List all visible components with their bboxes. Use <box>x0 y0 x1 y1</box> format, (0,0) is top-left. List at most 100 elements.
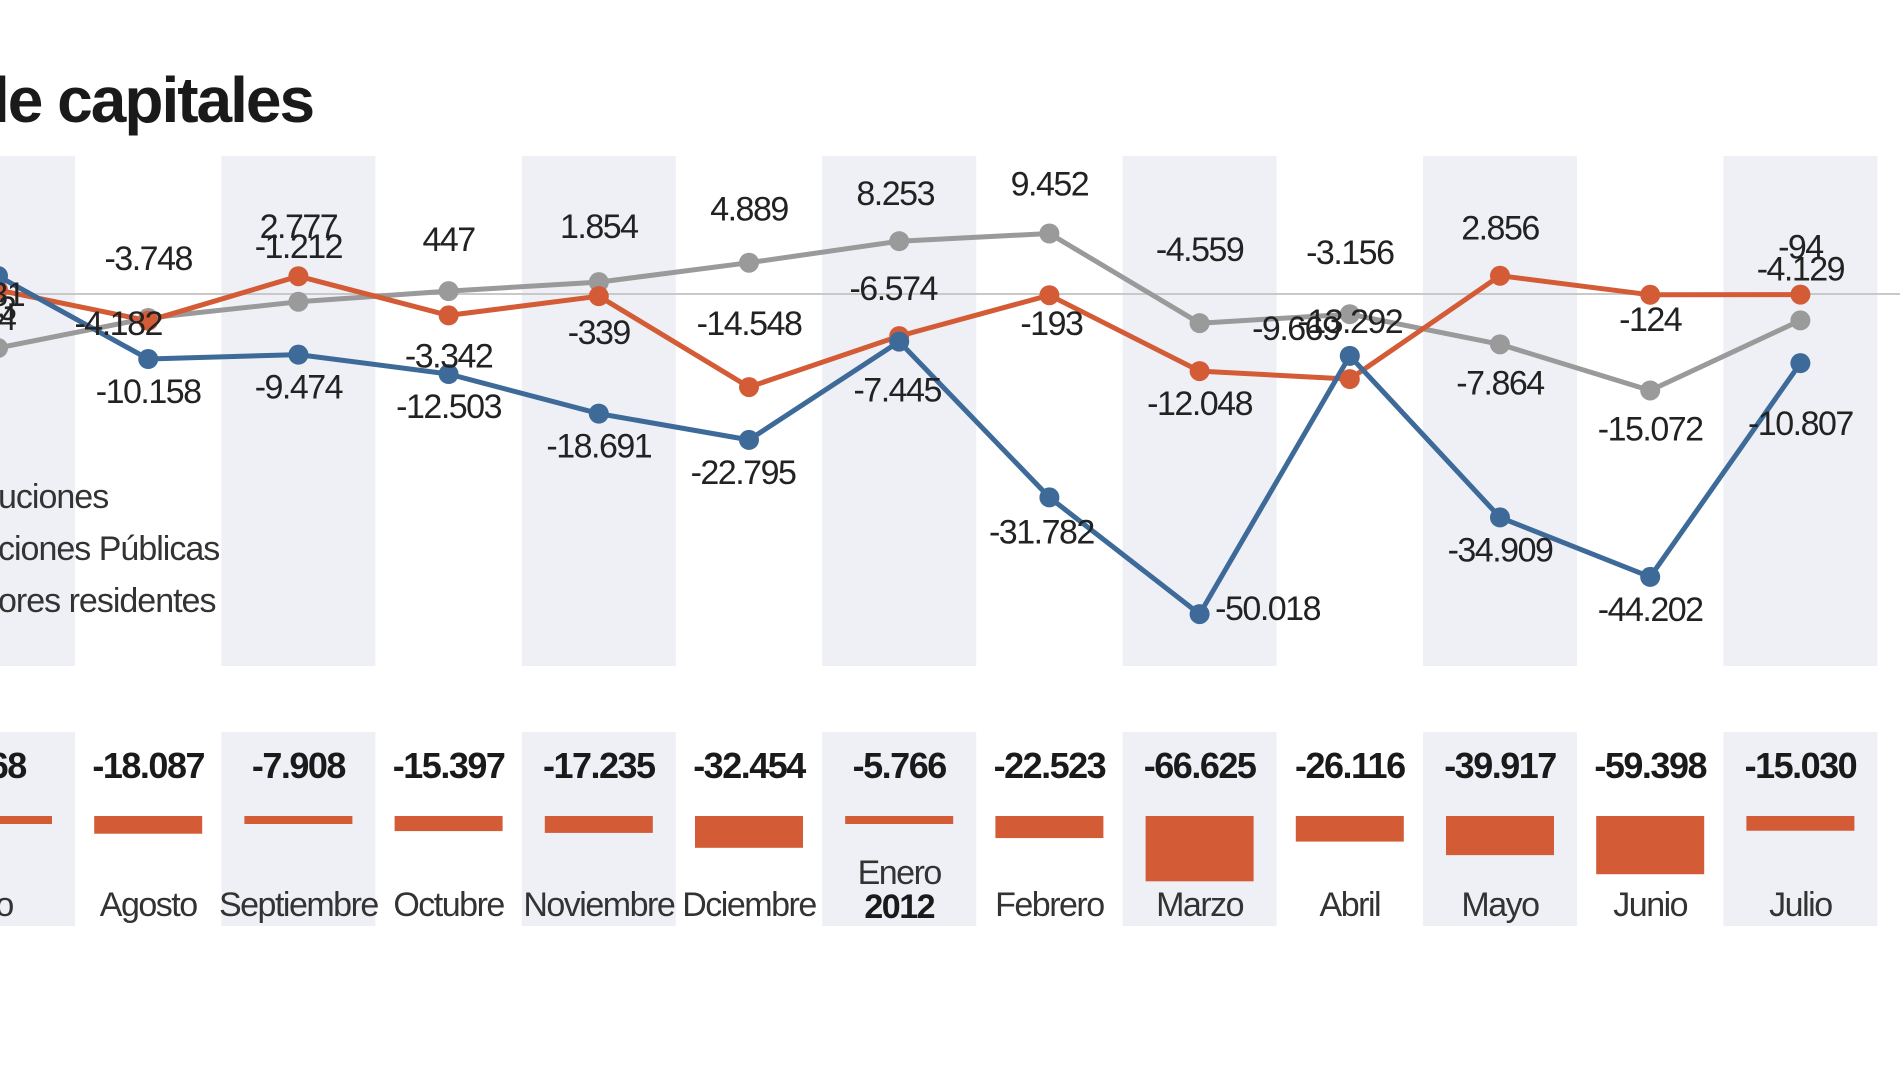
total-label: -22.523 <box>994 745 1106 786</box>
data-point <box>1189 361 1210 382</box>
data-label: -9.669 <box>1252 310 1340 348</box>
total-label: -5.766 <box>853 745 947 786</box>
data-point <box>588 403 609 424</box>
total-bar <box>995 816 1104 839</box>
data-point <box>438 281 459 302</box>
point-labels: 981 -3.748 -1.212 447 1.854 4.889 8.253 9.452 -4… <box>0 166 1855 629</box>
total-label: -39.917 <box>1444 745 1556 786</box>
data-point <box>288 344 309 365</box>
data-label: -4.182 <box>74 305 162 343</box>
data-label: -50.018 <box>1215 590 1320 628</box>
month-label: Septiembre <box>219 886 378 924</box>
legend-item: uciones <box>0 478 108 516</box>
data-point <box>288 291 309 312</box>
total-label: -26.116 <box>1295 745 1405 786</box>
data-label: 2.777 <box>260 208 338 246</box>
column-band <box>0 732 75 926</box>
data-point <box>739 252 759 273</box>
month-label: Abril <box>1320 886 1381 924</box>
data-point <box>0 338 8 358</box>
data-label: -124 <box>1619 301 1682 339</box>
totals-row: 768 -18.087 -7.908 -15.397 -17.235 -32.454 -5.… <box>0 745 1858 882</box>
data-point <box>1189 313 1210 334</box>
total-label: -18.087 <box>92 745 204 786</box>
data-point <box>1490 265 1510 286</box>
data-label: -13.292 <box>1297 303 1402 341</box>
data-label: -18.691 <box>546 428 651 466</box>
month-label: Octubre <box>393 886 504 924</box>
total-label: -66.625 <box>1144 745 1257 786</box>
data-label: -94 <box>1778 229 1823 267</box>
data-point <box>1790 284 1811 305</box>
data-point <box>1640 566 1661 587</box>
data-label: -44.202 <box>1598 591 1703 629</box>
column-band <box>221 732 376 926</box>
month-label: Dciembre <box>682 886 816 924</box>
data-point <box>588 272 609 293</box>
data-label: -3.156 <box>1306 234 1394 272</box>
data-point <box>1039 285 1060 306</box>
total-bar <box>1446 816 1554 856</box>
data-point <box>1640 380 1661 401</box>
legend-item: ciones Públicas <box>0 530 219 568</box>
total-bar <box>244 816 353 824</box>
data-point <box>1490 334 1510 355</box>
month-year-label: 2012 <box>864 888 934 926</box>
chart-title: le capitales <box>0 64 313 136</box>
data-label: 2.856 <box>1461 210 1539 248</box>
data-point <box>739 429 759 450</box>
total-bar <box>695 816 803 848</box>
data-label: -7.864 <box>1456 364 1544 402</box>
data-point <box>588 286 609 307</box>
legend: uciones ciones Públicas ores residentes <box>0 478 220 620</box>
total-label: -15.030 <box>1745 745 1857 786</box>
data-label: 4.889 <box>710 191 788 229</box>
total-label: -15.397 <box>393 745 505 786</box>
data-label: -14.548 <box>697 305 802 343</box>
data-label: -339 <box>568 314 631 352</box>
total-bar <box>0 816 52 824</box>
data-label: -22.795 <box>691 454 796 492</box>
data-label: 447 <box>422 221 475 259</box>
month-label: Marzo <box>1156 886 1244 924</box>
data-label: -12.048 <box>1147 385 1252 423</box>
data-point <box>1339 304 1360 325</box>
data-point <box>1640 284 1661 305</box>
data-point <box>0 266 8 286</box>
data-point <box>138 310 159 331</box>
legend-item: ores residentes <box>0 582 215 620</box>
series-points <box>0 223 1811 625</box>
data-point <box>1039 223 1060 244</box>
data-point <box>1790 353 1811 374</box>
data-label: -193 <box>1020 305 1083 343</box>
data-point <box>739 377 759 398</box>
data-point <box>1790 310 1811 331</box>
column-band <box>822 732 977 926</box>
data-point <box>438 305 459 326</box>
total-bar <box>94 816 203 834</box>
total-bar <box>544 816 653 833</box>
data-label: -10.807 <box>1748 405 1853 443</box>
data-label: 1.854 <box>560 208 638 246</box>
data-label: -3.748 <box>104 240 192 278</box>
month-label: lio <box>0 886 13 924</box>
data-label: -9.474 <box>255 369 343 407</box>
data-point <box>1490 507 1510 528</box>
column-band <box>1423 156 1577 666</box>
data-label: 981 <box>0 276 25 314</box>
data-label: -31.782 <box>989 513 1094 551</box>
data-point <box>1339 345 1360 366</box>
total-bar <box>1295 816 1404 842</box>
column-band <box>1122 156 1277 666</box>
total-bar <box>1746 816 1855 831</box>
column-band <box>1723 156 1878 666</box>
data-label: -10.158 <box>96 373 201 411</box>
data-label: 8.253 <box>856 175 934 213</box>
data-label: -7.445 <box>853 372 941 410</box>
total-label: 768 <box>0 745 26 786</box>
data-label: 34 <box>0 300 16 338</box>
total-bar <box>1596 816 1705 875</box>
data-label: -4.559 <box>1156 231 1244 269</box>
data-point <box>1039 487 1060 508</box>
